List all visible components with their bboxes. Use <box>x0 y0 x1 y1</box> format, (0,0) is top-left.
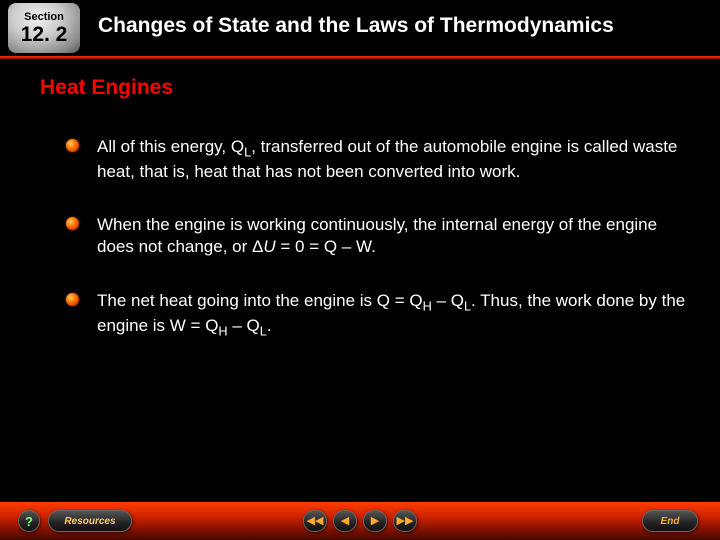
next-button[interactable]: ▶ <box>363 510 387 532</box>
bullet-icon <box>66 139 79 152</box>
section-label: Section <box>24 11 64 23</box>
prev-chapter-button[interactable]: ◀◀ <box>303 510 327 532</box>
header-divider <box>0 56 720 59</box>
section-number: 12. 2 <box>21 24 68 45</box>
bullet-text: The net heat going into the engine is Q … <box>97 290 690 339</box>
resources-label: Resources <box>64 516 115 527</box>
end-label: End <box>661 516 680 527</box>
end-button[interactable]: End <box>642 510 698 532</box>
forward-icon: ▶▶ <box>397 516 414 527</box>
bullet-item: The net heat going into the engine is Q … <box>40 290 690 339</box>
bullet-text: All of this energy, QL, transferred out … <box>97 136 690 182</box>
help-icon: ? <box>25 514 33 529</box>
bullet-icon <box>66 293 79 306</box>
slide-header: Section 12. 2 Changes of State and the L… <box>0 0 720 56</box>
bullet-item: When the engine is working continuously,… <box>40 214 690 258</box>
bullet-item: All of this energy, QL, transferred out … <box>40 136 690 182</box>
footer-nav-group: ◀◀ ◀ ▶ ▶▶ <box>303 510 417 532</box>
bullet-icon <box>66 217 79 230</box>
chapter-title: Changes of State and the Laws of Thermod… <box>98 14 614 38</box>
bullet-text: When the engine is working continuously,… <box>97 214 690 258</box>
resources-button[interactable]: Resources <box>48 510 132 532</box>
slide-footer: ? Resources ◀◀ ◀ ▶ ▶▶ End <box>0 502 720 540</box>
rewind-icon: ◀◀ <box>307 516 324 527</box>
footer-left-group: ? Resources <box>18 510 132 532</box>
next-chapter-button[interactable]: ▶▶ <box>393 510 417 532</box>
prev-button[interactable]: ◀ <box>333 510 357 532</box>
slide-content: Heat Engines All of this energy, QL, tra… <box>40 76 690 371</box>
footer-right-group: End <box>642 510 698 532</box>
help-button[interactable]: ? <box>18 510 40 532</box>
section-badge: Section 12. 2 <box>8 3 80 53</box>
slide-subtitle: Heat Engines <box>40 76 690 100</box>
next-icon: ▶ <box>371 516 379 527</box>
prev-icon: ◀ <box>341 516 349 527</box>
